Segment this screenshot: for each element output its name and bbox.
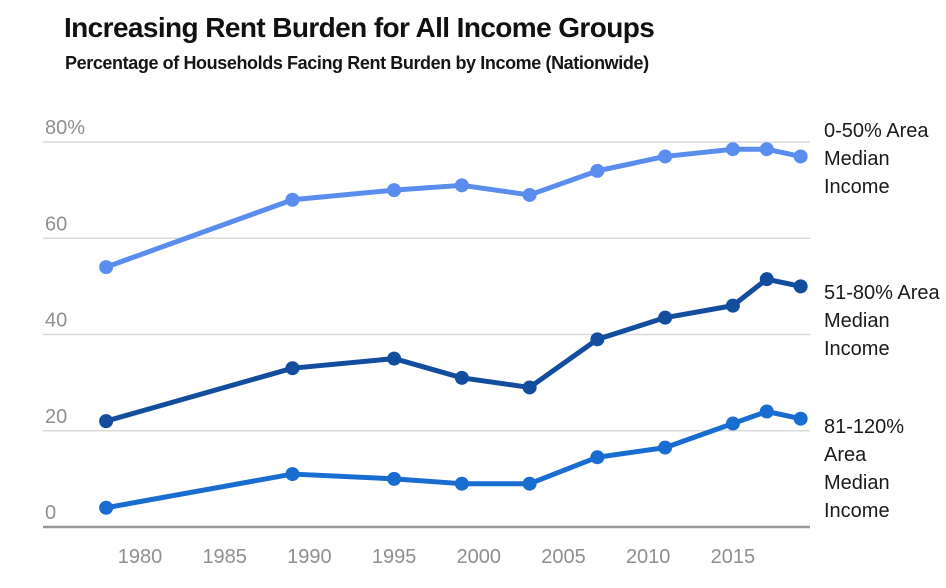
- data-point: [285, 361, 300, 376]
- x-tick-label: 1980: [118, 546, 163, 568]
- data-point: [725, 416, 740, 431]
- data-point: [387, 183, 402, 198]
- data-point: [454, 178, 469, 193]
- data-point: [454, 476, 469, 491]
- data-point: [658, 310, 673, 325]
- data-point: [759, 142, 774, 157]
- y-tick-label: 0: [45, 502, 56, 524]
- data-point: [522, 380, 537, 395]
- series-line: [103, 409, 804, 511]
- legend-label-81-120-ami: 81-120% Area Median Income: [824, 416, 905, 522]
- data-point: [99, 414, 114, 429]
- data-point: [793, 411, 808, 426]
- data-point: [590, 163, 605, 178]
- data-point: [285, 192, 300, 207]
- data-point: [285, 467, 300, 482]
- data-point: [658, 149, 673, 164]
- data-point: [793, 149, 808, 164]
- data-point: [99, 260, 114, 275]
- y-tick-label: 80%: [45, 117, 85, 139]
- data-point: [793, 279, 808, 294]
- data-point: [99, 500, 114, 515]
- data-point: [387, 471, 402, 486]
- x-tick-label: 2005: [541, 546, 586, 568]
- data-point: [759, 272, 774, 287]
- data-point: [725, 142, 740, 157]
- data-point: [454, 370, 469, 385]
- x-tick-label: 1985: [202, 546, 247, 568]
- y-tick-label: 20: [45, 406, 67, 428]
- x-tick-label: 1990: [287, 546, 332, 568]
- data-point: [522, 476, 537, 491]
- data-point: [725, 298, 740, 313]
- y-tick-label: 60: [45, 213, 67, 235]
- series-line: [103, 146, 804, 270]
- chart-title: Increasing Rent Burden for All Income Gr…: [64, 12, 655, 43]
- legend-label-51-80-ami: 51-80% Area Median Income: [824, 282, 940, 360]
- data-point: [590, 332, 605, 347]
- y-tick-label: 40: [45, 310, 67, 332]
- data-point: [759, 404, 774, 419]
- data-point: [658, 440, 673, 455]
- data-point: [387, 351, 402, 366]
- chart-subtitle: Percentage of Households Facing Rent Bur…: [65, 53, 649, 73]
- x-tick-label: 2010: [626, 546, 671, 568]
- data-point: [590, 450, 605, 465]
- data-point: [522, 187, 537, 202]
- series-line: [103, 276, 804, 424]
- x-tick-label: 1995: [372, 546, 417, 568]
- legend-label-0-50-ami: 0-50% Area Median Income: [824, 120, 929, 198]
- x-tick-label: 2015: [711, 546, 756, 568]
- x-tick-label: 2000: [457, 546, 502, 568]
